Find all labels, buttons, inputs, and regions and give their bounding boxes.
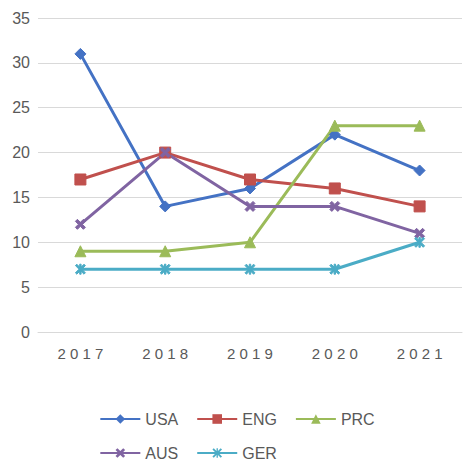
svg-text:2 0 2 0: 2 0 2 0 — [312, 345, 358, 362]
svg-text:USA: USA — [145, 411, 178, 428]
svg-text:0: 0 — [21, 324, 30, 341]
svg-text:30: 30 — [12, 54, 30, 71]
svg-text:5: 5 — [21, 279, 30, 296]
svg-text:35: 35 — [12, 10, 30, 27]
svg-text:10: 10 — [12, 234, 30, 251]
svg-text:20: 20 — [12, 144, 30, 161]
svg-text:2 0 1 7: 2 0 1 7 — [57, 345, 103, 362]
svg-text:2 0 1 9: 2 0 1 9 — [227, 345, 273, 362]
svg-text:15: 15 — [12, 189, 30, 206]
svg-text:PRC: PRC — [341, 411, 375, 428]
svg-text:25: 25 — [12, 99, 30, 116]
svg-text:GER: GER — [242, 445, 277, 462]
svg-text:ENG: ENG — [242, 411, 277, 428]
svg-text:2 0 2 1: 2 0 2 1 — [397, 345, 443, 362]
svg-text:2 0 1 8: 2 0 1 8 — [142, 345, 188, 362]
svg-text:AUS: AUS — [145, 445, 178, 462]
